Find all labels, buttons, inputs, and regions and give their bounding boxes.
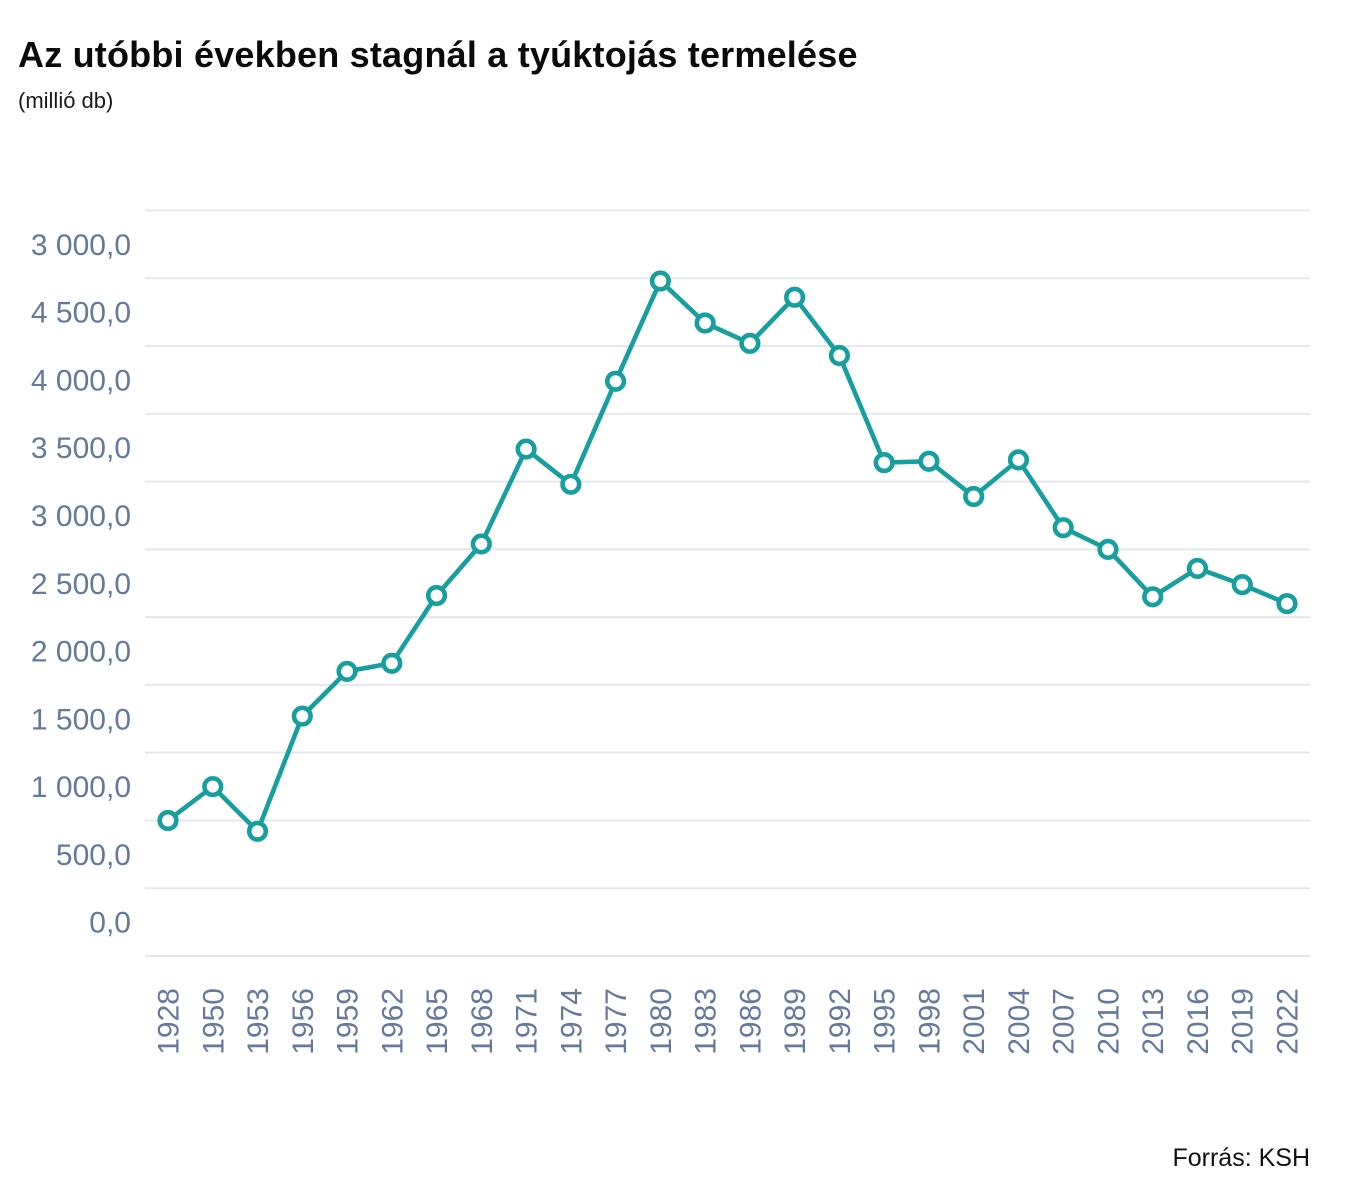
data-point-marker [560, 473, 582, 495]
y-tick-label: 3 000,0 [31, 500, 131, 533]
x-tick-label: 1968 [466, 988, 499, 1055]
x-tick-label: 2010 [1092, 988, 1125, 1055]
chart-unit-subtitle: (millió db) [18, 88, 114, 113]
data-point-marker [157, 809, 179, 832]
x-tick-label: 1950 [197, 988, 230, 1055]
x-tick-label: 1953 [242, 988, 275, 1055]
y-tick-label: 3 500,0 [31, 432, 131, 465]
x-tick-label: 1928 [153, 988, 186, 1055]
x-tick-label: 1956 [287, 988, 320, 1055]
y-tick-label: 4 500,0 [31, 297, 131, 330]
x-tick-label: 1995 [869, 988, 902, 1055]
x-tick-label: 2007 [1048, 988, 1081, 1055]
data-point-marker [739, 332, 761, 354]
data-point-marker [694, 312, 716, 334]
x-tick-label: 1962 [376, 988, 409, 1055]
x-tick-label: 2004 [1003, 988, 1036, 1055]
x-tick-label: 1986 [734, 988, 767, 1055]
x-tick-label: 1992 [824, 988, 857, 1055]
data-point-marker [1186, 557, 1209, 579]
y-tick-label: 1 000,0 [31, 771, 131, 804]
data-point-marker [381, 652, 403, 674]
data-point-marker [291, 705, 313, 727]
x-tick-label: 1998 [913, 988, 946, 1055]
y-tick-label: 4 000,0 [31, 364, 131, 397]
x-tick-label: 1974 [555, 988, 588, 1055]
x-tick-label: 1989 [779, 988, 812, 1055]
x-tick-label: 1959 [332, 988, 365, 1055]
data-point-marker [1097, 538, 1119, 560]
data-point-marker [649, 270, 671, 292]
x-tick-label: 1965 [421, 988, 454, 1055]
y-tick-label: 2 500,0 [31, 568, 131, 601]
data-point-marker [828, 344, 851, 367]
x-tick-label: 2019 [1227, 988, 1260, 1055]
y-tick-label: 0,0 [89, 907, 131, 940]
data-point-marker [1231, 574, 1253, 596]
x-tick-label: 2016 [1182, 988, 1215, 1055]
x-tick-label: 1977 [600, 988, 633, 1055]
x-tick-label: 2013 [1137, 988, 1170, 1055]
x-tick-label: 2022 [1272, 988, 1305, 1055]
data-point-marker [336, 660, 358, 682]
x-tick-label: 1983 [690, 988, 723, 1055]
data-point-marker [784, 286, 806, 308]
y-tick-label: 1 500,0 [31, 703, 131, 736]
data-point-marker [515, 438, 537, 460]
source-label: Forrás: KSH [1172, 1144, 1310, 1172]
y-tick-label: 2 000,0 [31, 636, 131, 669]
data-point-marker [963, 485, 985, 508]
y-tick-label: 500,0 [56, 839, 131, 872]
data-point-marker [470, 533, 492, 555]
data-point-marker [918, 450, 940, 472]
data-point-marker [202, 775, 224, 798]
data-point-marker [1052, 517, 1074, 539]
data-point-marker [873, 452, 895, 474]
page-title: Az utóbbi években stagnál a tyúktojás te… [18, 34, 858, 75]
data-point-marker [246, 820, 269, 842]
x-tick-label: 1971 [511, 988, 544, 1055]
data-point-marker [1007, 449, 1030, 471]
data-point-marker [1276, 592, 1298, 615]
data-point-marker [1142, 586, 1164, 608]
y-tick-label: 3 000,0 [31, 229, 131, 262]
data-line [165, 278, 1290, 834]
data-point-marker [604, 370, 627, 392]
x-tick-label: 2001 [958, 988, 991, 1055]
x-tick-label: 1980 [645, 988, 678, 1055]
data-point-marker [425, 584, 448, 607]
